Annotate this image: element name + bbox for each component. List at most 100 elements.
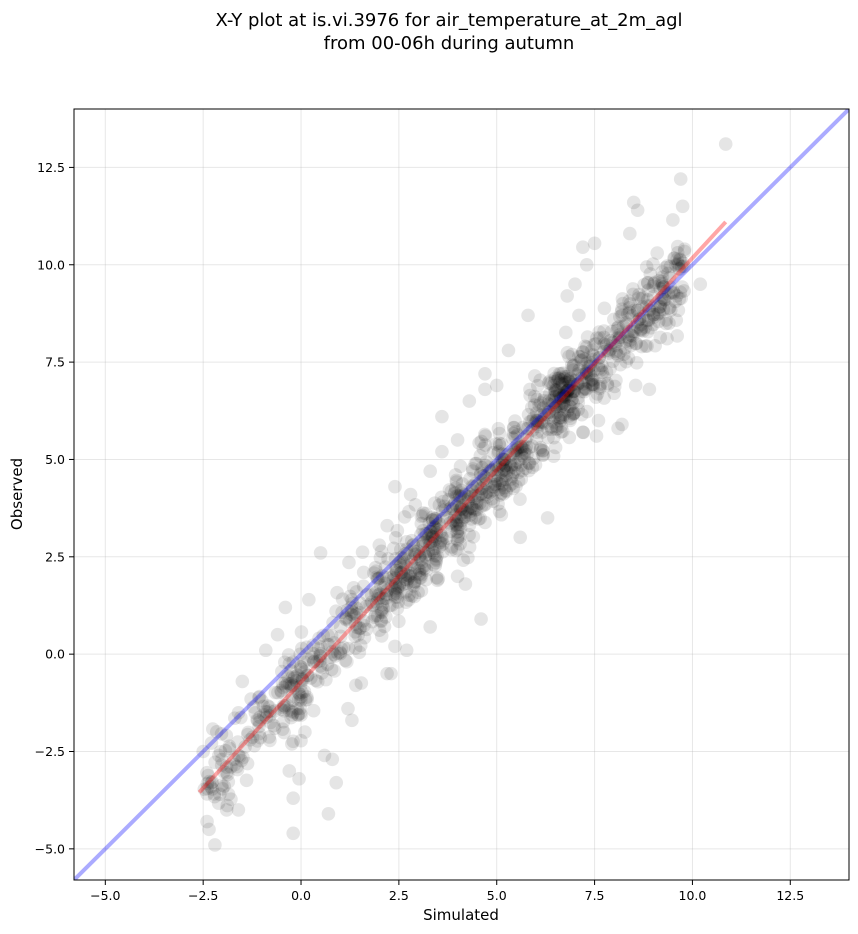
- scatter-point: [587, 236, 602, 251]
- scatter-point: [595, 365, 610, 380]
- scatter-point: [235, 674, 250, 689]
- scatter-point: [286, 693, 300, 707]
- scatter-point: [197, 782, 212, 797]
- scatter-point: [302, 592, 316, 607]
- scatter-point: [499, 459, 513, 473]
- scatter-point: [642, 303, 657, 318]
- scatter-point: [320, 628, 335, 643]
- scatter-point: [274, 683, 288, 698]
- scatter-point: [348, 617, 363, 631]
- scatter-point: [489, 437, 503, 451]
- scatter-point: [207, 787, 222, 801]
- scatter-point: [542, 405, 557, 420]
- scatter-point: [461, 495, 476, 509]
- scatter-point: [600, 378, 615, 393]
- scatter-point: [479, 455, 494, 469]
- scatter-point: [566, 407, 580, 421]
- scatter-point: [604, 324, 619, 339]
- scatter-point: [280, 698, 294, 712]
- scatter-point: [557, 407, 572, 422]
- scatter-point: [289, 673, 303, 688]
- scatter-point: [672, 292, 687, 306]
- scatter-point: [355, 545, 370, 559]
- scatter-point: [313, 648, 327, 663]
- scatter-point: [600, 343, 615, 357]
- scatter-point: [522, 456, 537, 471]
- scatter-point: [481, 484, 495, 499]
- scatter-point: [533, 440, 548, 455]
- scatter-point: [282, 677, 297, 691]
- scatter-point: [480, 490, 494, 504]
- scatter-point: [554, 380, 569, 394]
- scatter-point: [549, 422, 563, 437]
- scatter-point: [324, 628, 339, 643]
- scatter-point: [571, 402, 586, 417]
- scatter-point: [479, 471, 494, 486]
- scatter-point: [340, 654, 354, 669]
- scatter-point: [592, 361, 606, 376]
- scatter-point: [664, 285, 679, 300]
- scatter-point: [262, 709, 277, 723]
- scatter-point: [333, 629, 348, 644]
- scatter-point: [333, 646, 348, 661]
- scatter-point: [478, 515, 492, 530]
- scatter-point: [475, 460, 489, 475]
- scatter-point: [474, 612, 488, 626]
- scatter-point: [394, 565, 409, 580]
- scatter-point: [668, 294, 683, 309]
- scatter-point: [390, 580, 405, 595]
- scatter-point: [641, 283, 656, 297]
- scatter-point: [608, 338, 622, 353]
- scatter-point: [628, 336, 643, 351]
- scatter-point: [656, 291, 671, 306]
- scatter-point: [475, 486, 489, 501]
- scatter-point: [667, 286, 681, 300]
- scatter-point: [557, 389, 572, 404]
- scatter-point: [592, 325, 606, 339]
- scatter-point: [426, 545, 441, 560]
- scatter-point: [510, 437, 524, 452]
- scatter-point: [553, 410, 567, 425]
- scatter-point: [673, 172, 688, 186]
- scatter-point: [580, 330, 595, 344]
- scatter-point: [536, 444, 550, 458]
- scatter-point: [453, 459, 468, 474]
- scatter-point: [526, 411, 541, 425]
- scatter-point: [611, 348, 625, 363]
- scatter-point: [212, 787, 227, 802]
- scatter-point: [552, 397, 567, 411]
- scatter-point: [557, 372, 572, 386]
- scatter-point: [517, 446, 532, 460]
- scatter-point: [407, 589, 422, 604]
- scatter-point: [464, 512, 479, 526]
- scatter-point: [212, 748, 226, 763]
- scatter-point: [677, 242, 692, 256]
- scatter-point: [508, 430, 522, 444]
- scatter-point: [460, 503, 475, 517]
- scatter-point: [394, 542, 408, 557]
- scatter-point: [415, 555, 429, 570]
- scatter-point: [344, 600, 359, 615]
- scatter-point: [399, 535, 414, 549]
- scatter-point: [489, 474, 504, 488]
- scatter-point: [662, 301, 676, 316]
- scatter-point: [659, 313, 673, 327]
- scatter-point: [498, 458, 512, 473]
- scatter-point: [371, 571, 385, 586]
- scatter-point: [448, 518, 463, 532]
- y-tick-label: 10.0: [37, 257, 65, 272]
- scatter-point: [268, 704, 282, 718]
- scatter-point: [365, 614, 379, 629]
- x-tick-label: 10.0: [679, 888, 707, 903]
- y-tick-label: 0.0: [45, 647, 65, 662]
- scatter-point: [217, 765, 231, 779]
- scatter-point: [561, 383, 575, 398]
- scatter-point: [514, 440, 529, 455]
- scatter-point: [202, 822, 216, 837]
- scatter-point: [374, 629, 389, 643]
- scatter-point: [213, 745, 228, 759]
- scatter-point: [514, 472, 529, 486]
- scatter-point: [282, 764, 297, 778]
- scatter-point: [554, 366, 568, 381]
- scatter-point: [658, 284, 672, 299]
